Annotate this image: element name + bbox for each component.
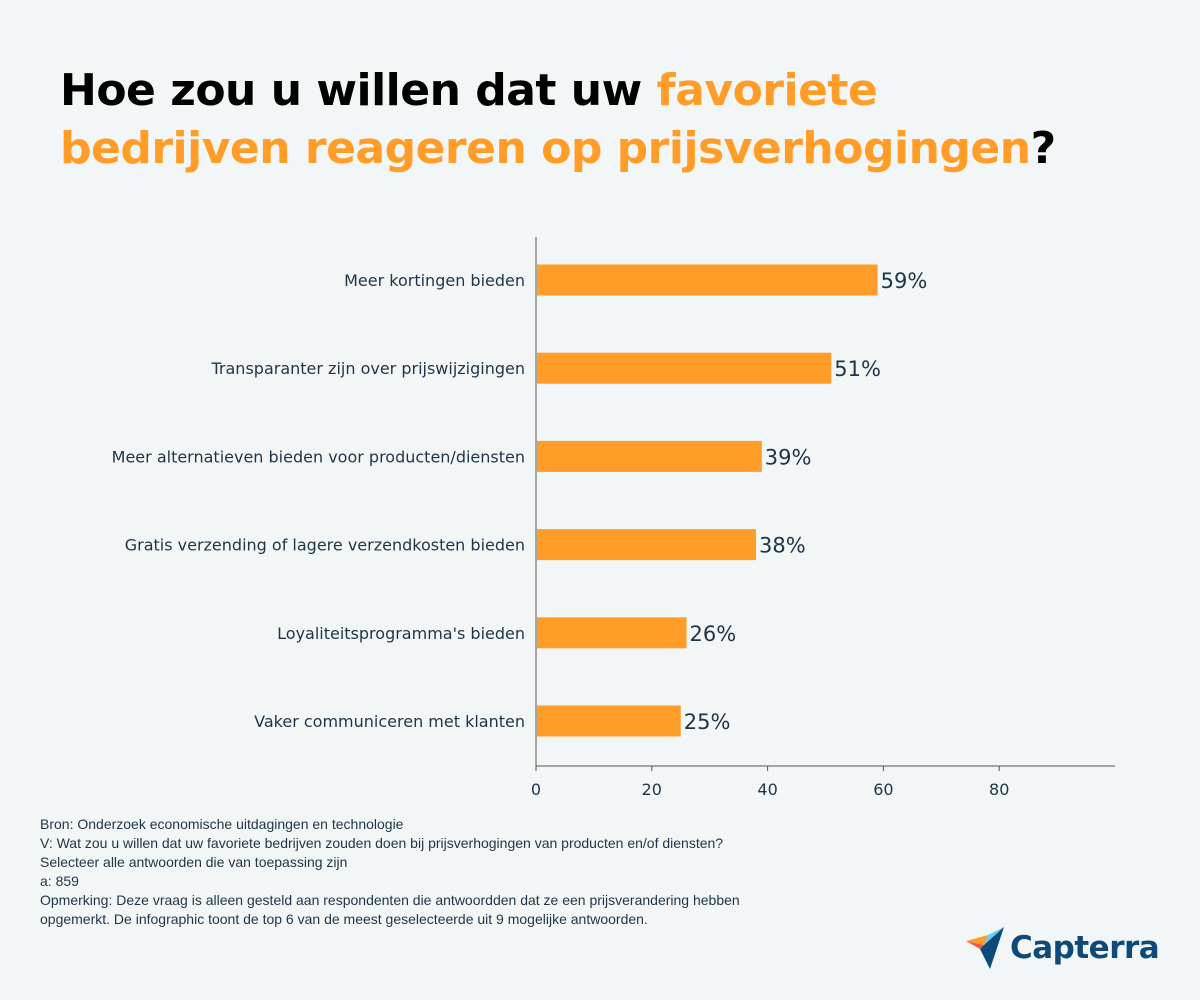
title-highlight: bedrijven reageren op prijsverhogingen [60,123,1031,174]
capterra-logo-text: Capterra [1010,930,1160,966]
instruction-note: Selecteer alle antwoorden die van toepas… [40,854,348,870]
bar [537,264,878,296]
bar [537,440,762,472]
category-label: Vaker communiceren met klanten [254,712,525,731]
data-label: 38% [759,534,806,558]
data-label: 25% [684,710,731,734]
x-tick-label: 20 [642,780,662,799]
category-label: Meer alternatieven bieden voor producten… [112,447,525,466]
x-tick-label: 40 [757,780,777,799]
title-end: ? [1030,123,1057,174]
chart-title: Hoe zou u willen dat uw favoriete bedrij… [60,62,1056,178]
bar [537,617,687,649]
category-label: Gratis verzending of lagere verzendkoste… [125,536,525,555]
remark-note: Opmerking: Deze vraag is alleen gesteld … [40,892,740,908]
bar [537,352,832,384]
chart-notes: Bron: Onderzoek economische uitdagingen … [40,815,740,929]
sample-size-note: a: 859 [40,873,79,889]
x-tick-label: 80 [989,780,1009,799]
question-note: V: Wat zou u willen dat uw favoriete bed… [40,835,724,851]
title-highlight: favoriete [656,65,878,116]
title-part: Hoe zou u willen dat uw [60,65,657,116]
bar [537,705,681,737]
x-tick-label: 0 [531,780,541,799]
data-label: 39% [765,445,812,469]
category-label: Meer kortingen bieden [344,271,525,290]
category-label: Transparanter zijn over prijswijzigingen [211,359,526,378]
bar [537,529,757,561]
capterra-logo-icon [966,927,1004,969]
source-note: Bron: Onderzoek economische uitdagingen … [40,816,404,832]
remark-note: opgemerkt. De infographic toont de top 6… [40,911,648,927]
category-label: Loyaliteitsprogramma's bieden [277,624,525,643]
data-label: 26% [690,622,737,646]
data-label: 51% [834,357,881,381]
capterra-logo: Capterra [966,927,1160,969]
x-tick-label: 60 [873,780,893,799]
data-label: 59% [881,269,928,293]
